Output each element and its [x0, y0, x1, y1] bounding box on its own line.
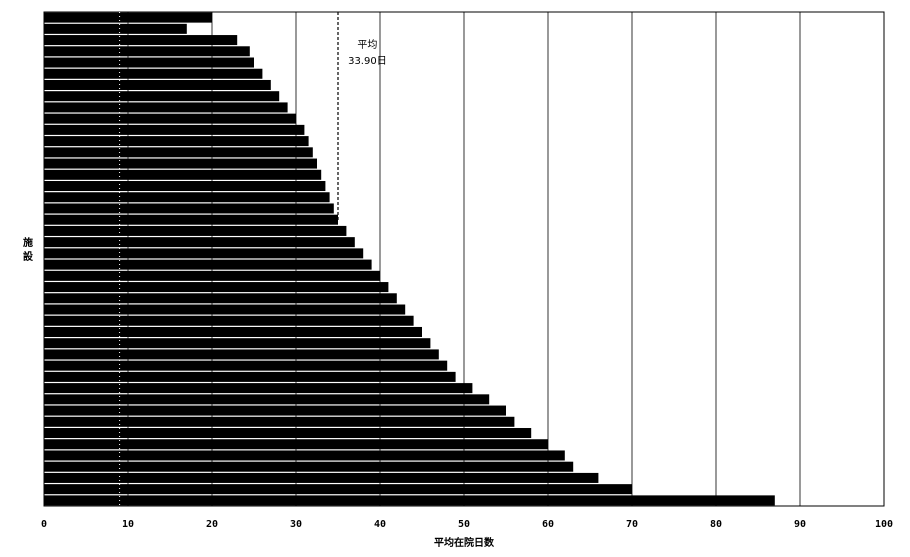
bar	[44, 102, 288, 113]
x-axis-title: 平均在院日数	[434, 536, 495, 549]
bar	[44, 181, 326, 192]
x-tick-label: 30	[290, 519, 302, 530]
x-tick-label: 40	[374, 519, 386, 530]
bar	[44, 68, 263, 79]
bar	[44, 158, 317, 169]
bar	[44, 113, 296, 124]
bar	[44, 57, 254, 68]
x-axis-ticks: 0 10 20 30 40 50 60 70 80 90 100	[41, 519, 893, 530]
bar	[44, 416, 515, 427]
bar	[44, 315, 414, 326]
x-tick-label: 10	[122, 519, 134, 530]
y-axis-title: 施設	[23, 236, 34, 263]
bar	[44, 203, 334, 214]
bar	[44, 35, 238, 46]
bar	[44, 450, 565, 461]
bar	[44, 461, 574, 472]
bar	[44, 12, 212, 23]
mean-label: 平均	[357, 39, 377, 51]
bar	[44, 192, 330, 203]
bar	[44, 136, 309, 147]
bar	[44, 383, 473, 394]
bar	[44, 214, 338, 225]
bar	[44, 326, 422, 337]
x-tick-label: 60	[542, 519, 554, 530]
bar	[44, 124, 305, 135]
x-tick-label: 0	[41, 519, 47, 530]
bar	[44, 259, 372, 270]
bar	[44, 91, 280, 102]
bar	[44, 23, 187, 34]
bar	[44, 405, 506, 416]
x-tick-label: 20	[206, 519, 218, 530]
bar	[44, 147, 313, 158]
x-tick-label: 70	[626, 519, 638, 530]
bar	[44, 495, 775, 506]
mean-value-label: 33.90日	[348, 56, 387, 67]
x-tick-label: 90	[794, 519, 806, 530]
bar	[44, 282, 389, 293]
bar	[44, 270, 380, 281]
x-tick-label: 80	[710, 519, 722, 530]
bar	[44, 338, 431, 349]
bar	[44, 472, 599, 483]
bar	[44, 248, 364, 259]
bar	[44, 371, 456, 382]
x-tick-label: 50	[458, 519, 470, 530]
bar	[44, 169, 322, 180]
bar	[44, 484, 632, 495]
bar	[44, 237, 355, 248]
mean-marker: 平均 33.90日	[337, 12, 387, 220]
bar	[44, 304, 406, 315]
bars	[44, 12, 775, 506]
bar	[44, 394, 490, 405]
bar	[44, 360, 448, 371]
bar	[44, 225, 347, 236]
bar	[44, 349, 439, 360]
x-tick-label: 100	[875, 519, 893, 530]
bar	[44, 293, 397, 304]
bar	[44, 79, 271, 90]
bar	[44, 428, 532, 439]
bar	[44, 46, 250, 57]
bar	[44, 439, 548, 450]
